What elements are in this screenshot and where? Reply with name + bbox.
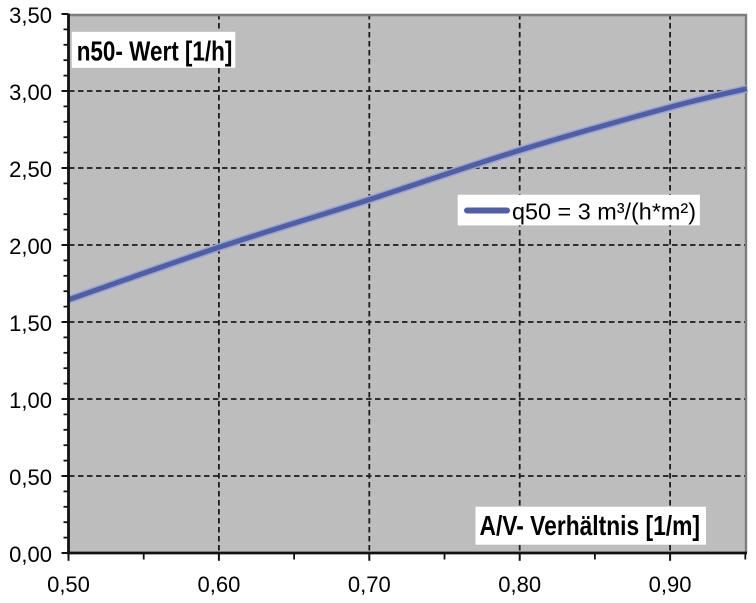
svg-text:0,60: 0,60 <box>197 572 240 597</box>
svg-text:2,00: 2,00 <box>9 234 52 259</box>
svg-text:n50- Wert [1/h]: n50- Wert [1/h] <box>77 35 233 66</box>
svg-text:0,00: 0,00 <box>9 542 52 567</box>
svg-text:0,50: 0,50 <box>9 465 52 490</box>
svg-text:3,00: 3,00 <box>9 80 52 105</box>
svg-text:0,70: 0,70 <box>348 572 391 597</box>
svg-text:0,90: 0,90 <box>649 572 692 597</box>
svg-text:3,50: 3,50 <box>9 3 52 28</box>
svg-text:1,50: 1,50 <box>9 311 52 336</box>
svg-text:2,50: 2,50 <box>9 157 52 182</box>
svg-text:q50 = 3 m³/(h*m²): q50 = 3 m³/(h*m²) <box>512 199 696 225</box>
svg-text:1,00: 1,00 <box>9 388 52 413</box>
svg-text:0,80: 0,80 <box>498 572 541 597</box>
svg-text:A/V- Verhältnis [1/m]: A/V- Verhältnis [1/m] <box>480 510 701 541</box>
svg-text:0,50: 0,50 <box>47 572 90 597</box>
